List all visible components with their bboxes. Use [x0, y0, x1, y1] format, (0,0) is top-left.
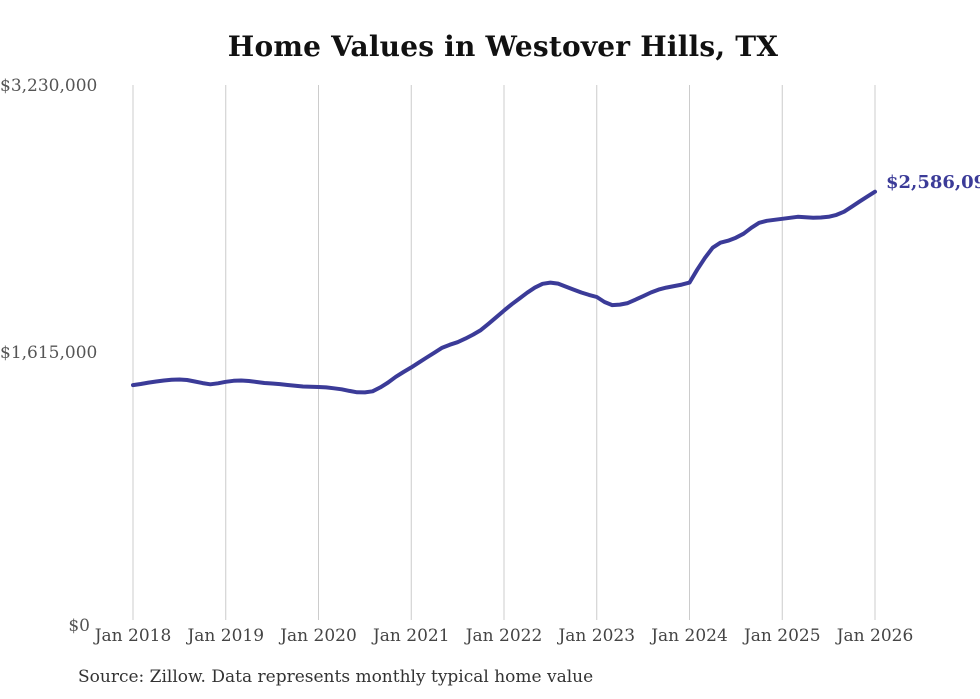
latest-value-label: $2,586,097	[886, 172, 980, 193]
y-axis-label-max: $3,230,000	[0, 76, 98, 96]
x-axis-label: Jan 2023	[558, 626, 636, 646]
x-axis-label: Jan 2024	[651, 626, 728, 646]
home-value-line	[131, 189, 877, 395]
x-axis-label: Jan 2025	[743, 626, 821, 646]
x-axis-label: Jan 2021	[372, 626, 450, 646]
gridline-group	[132, 85, 876, 620]
chart-title: Home Values in Westover Hills, TX	[227, 30, 779, 63]
source-note: Source: Zillow. Data represents monthly …	[78, 667, 594, 687]
y-axis-label-zero: $0	[68, 616, 90, 636]
x-axis-label: Jan 2019	[187, 626, 265, 646]
x-axis-label: Jan 2026	[836, 626, 914, 646]
x-axis-label: Jan 2022	[465, 626, 543, 646]
x-axis-label: Jan 2020	[280, 626, 357, 646]
y-axis-label-mid: $1,615,000	[0, 343, 98, 363]
x-axis-label: Jan 2018	[94, 626, 172, 646]
